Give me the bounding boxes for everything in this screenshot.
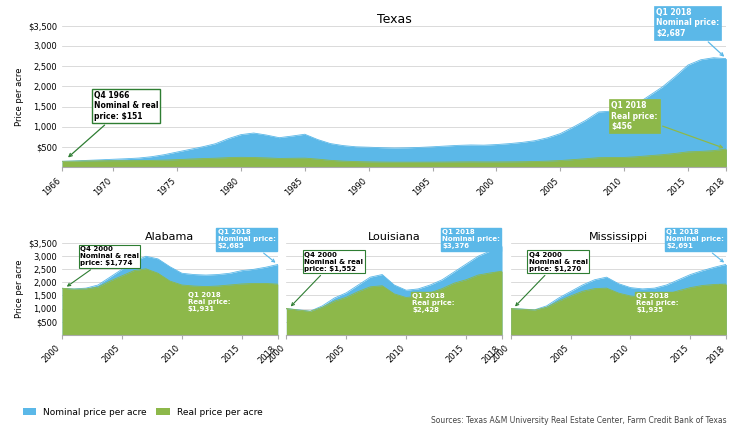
Title: Texas: Texas bbox=[377, 13, 412, 26]
Text: Q4 1966
Nominal & real
price: $151: Q4 1966 Nominal & real price: $151 bbox=[69, 91, 158, 157]
Text: Q1 2018
Real price:
$456: Q1 2018 Real price: $456 bbox=[612, 101, 723, 148]
Text: Q1 2018
Real price:
$1,935: Q1 2018 Real price: $1,935 bbox=[637, 284, 723, 314]
Y-axis label: Price per acre: Price per acre bbox=[15, 67, 24, 126]
Text: Q1 2018
Nominal price:
$2,685: Q1 2018 Nominal price: $2,685 bbox=[218, 230, 276, 262]
Y-axis label: Price per acre: Price per acre bbox=[15, 260, 24, 318]
Text: Q1 2018
Real price:
$2,428: Q1 2018 Real price: $2,428 bbox=[412, 273, 499, 314]
Title: Alabama: Alabama bbox=[145, 233, 194, 242]
Text: Q4 2000
Nominal & real
price: $1,774: Q4 2000 Nominal & real price: $1,774 bbox=[68, 246, 139, 286]
Text: Q1 2018
Nominal price:
$2,691: Q1 2018 Nominal price: $2,691 bbox=[666, 230, 724, 262]
Text: Q1 2018
Real price:
$1,931: Q1 2018 Real price: $1,931 bbox=[188, 284, 274, 312]
Title: Louisiana: Louisiana bbox=[368, 233, 420, 242]
Title: Mississippi: Mississippi bbox=[589, 233, 648, 242]
Text: Sources: Texas A&M University Real Estate Center, Farm Credit Bank of Texas: Sources: Texas A&M University Real Estat… bbox=[431, 416, 726, 425]
Text: Q4 2000
Nominal & real
price: $1,552: Q4 2000 Nominal & real price: $1,552 bbox=[291, 252, 364, 305]
Legend: Nominal price per acre, Real price per acre: Nominal price per acre, Real price per a… bbox=[19, 404, 266, 420]
Text: Q1 2018
Nominal price:
$3,376: Q1 2018 Nominal price: $3,376 bbox=[442, 230, 502, 249]
Text: Q4 2000
Nominal & real
price: $1,270: Q4 2000 Nominal & real price: $1,270 bbox=[516, 252, 588, 305]
Text: Q1 2018
Nominal price:
$2,687: Q1 2018 Nominal price: $2,687 bbox=[656, 8, 723, 56]
